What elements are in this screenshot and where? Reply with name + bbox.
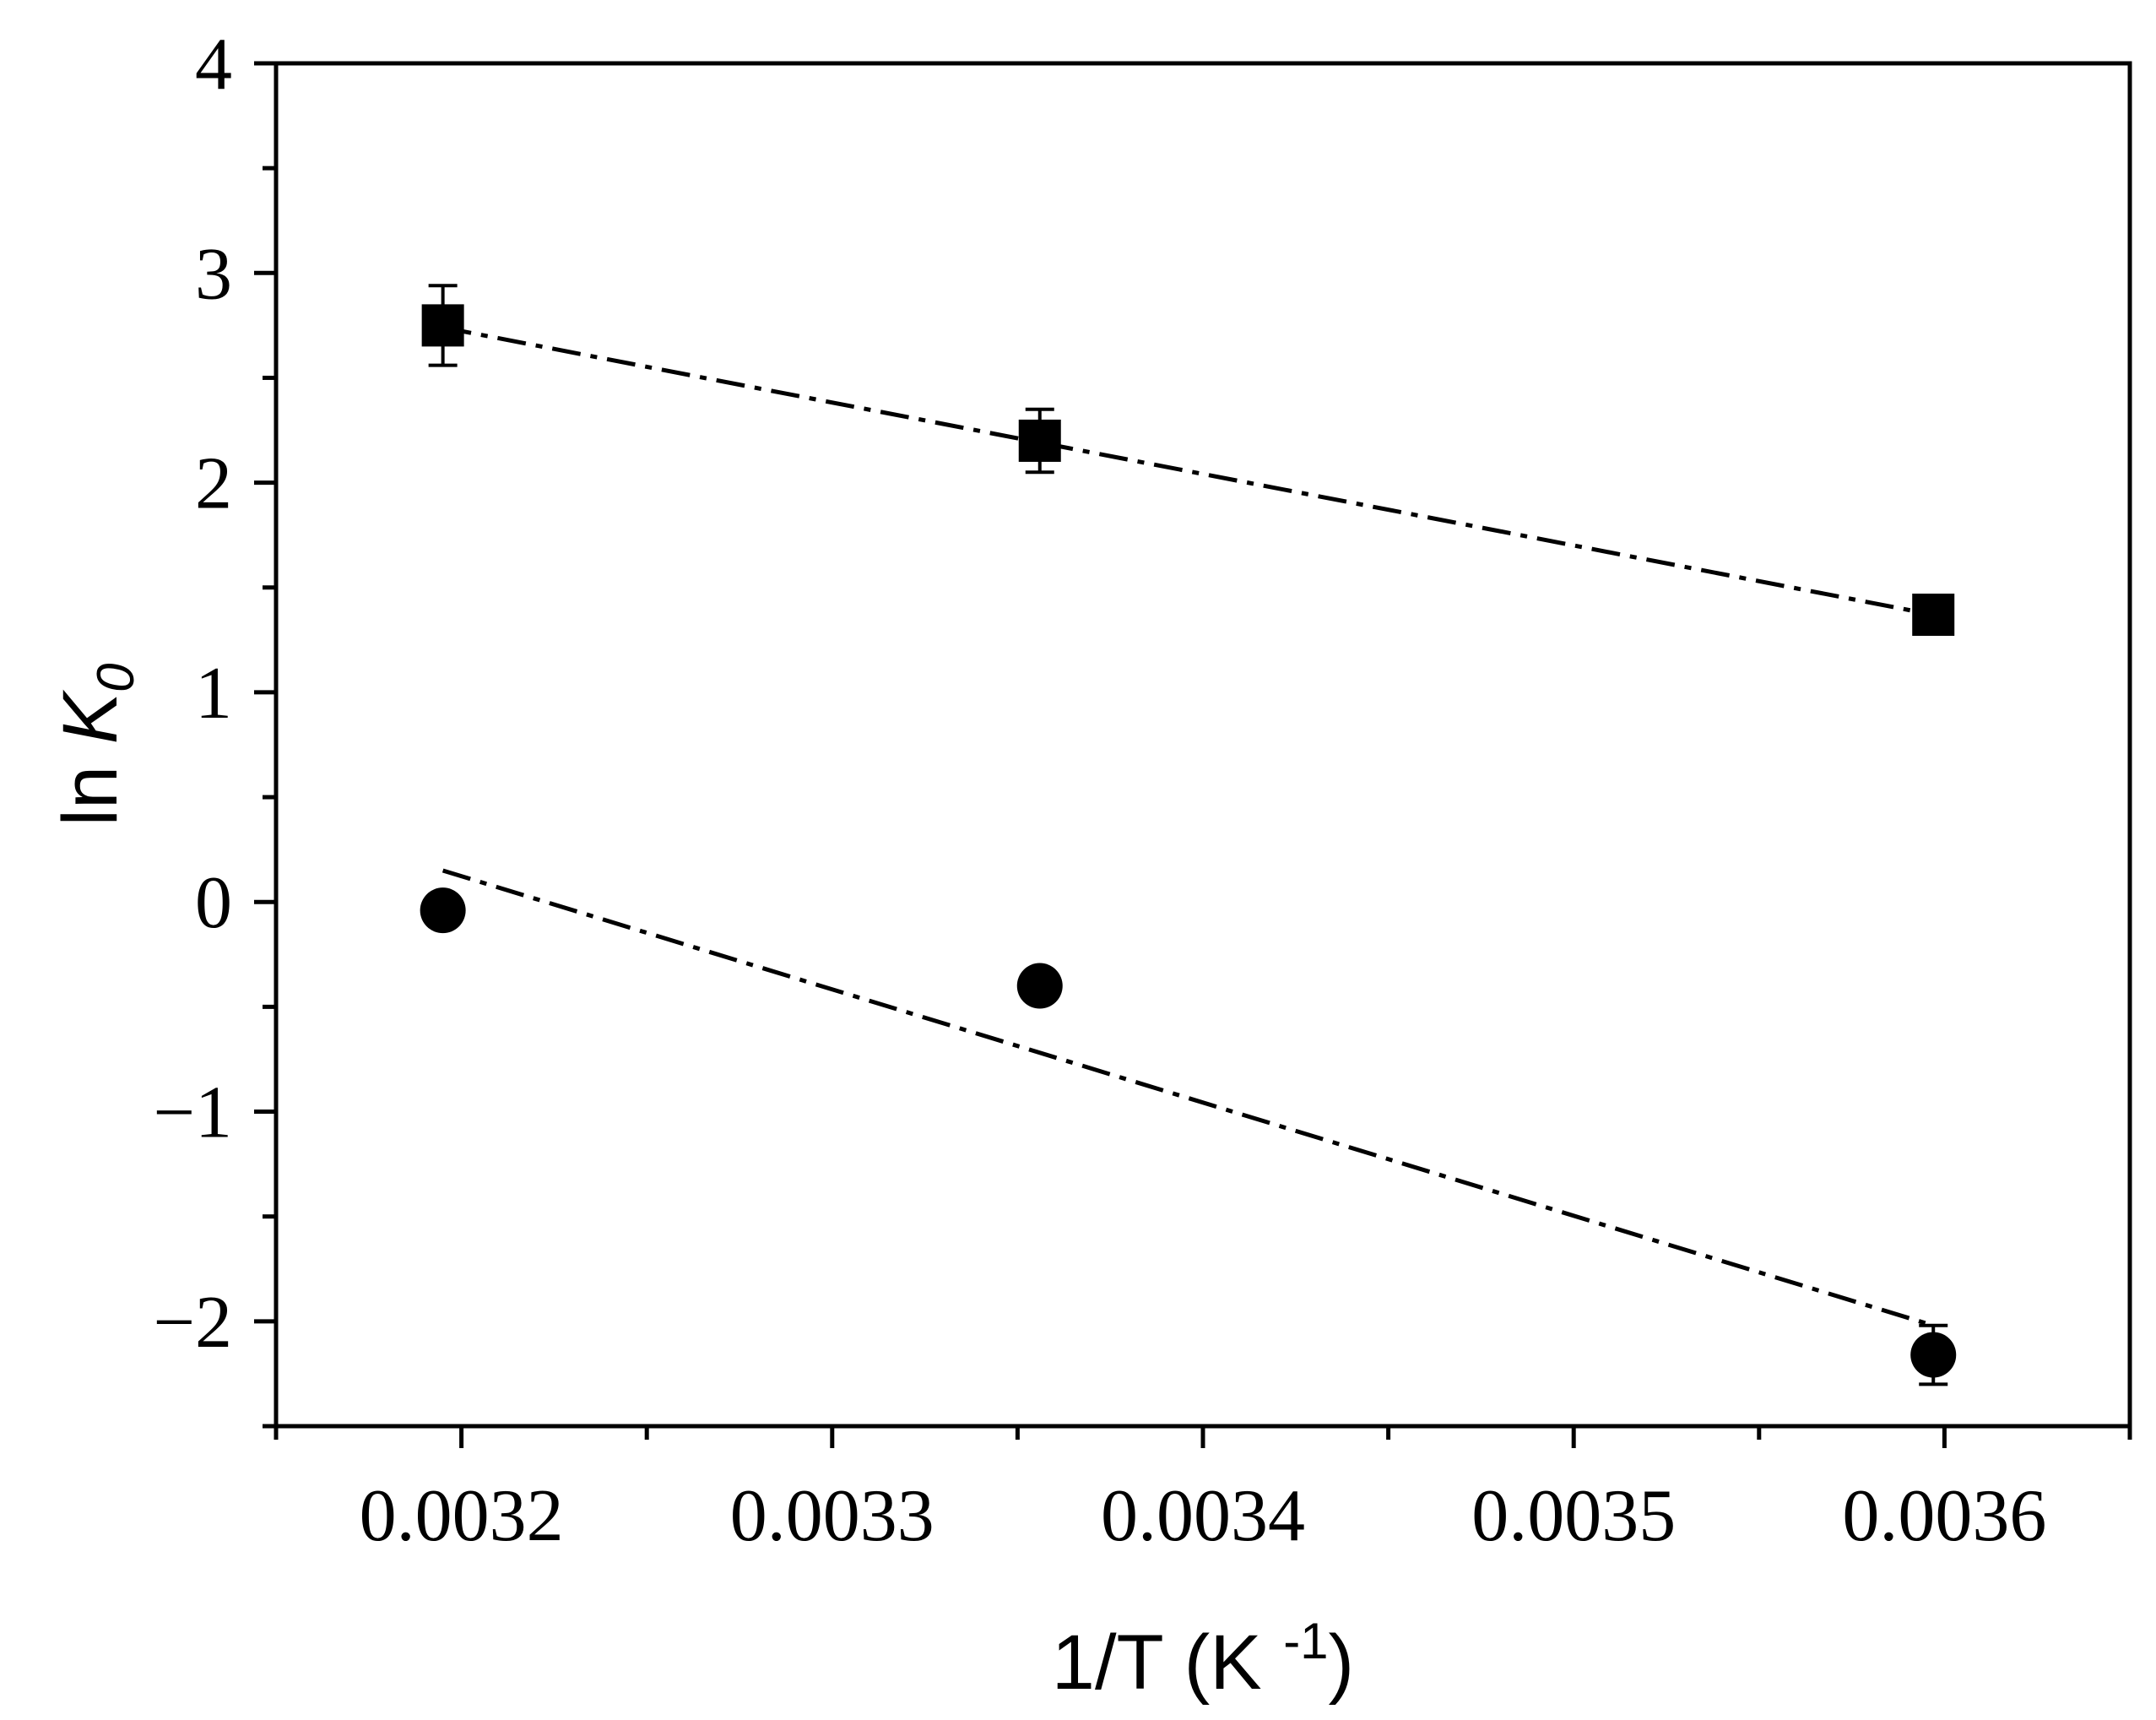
error-bars — [428, 284, 1948, 1386]
y-tick-label: 1 — [195, 653, 232, 735]
y-tick-label: 2 — [195, 443, 232, 525]
point-square — [421, 304, 464, 347]
point-square — [1018, 419, 1061, 462]
x-tick-label: 0.0034 — [1101, 1475, 1305, 1557]
y-axis-title-prefix: ln — [47, 744, 133, 826]
y-axis-title-subscript: 0 — [87, 663, 145, 692]
y-tick-label: 4 — [195, 24, 232, 106]
point-square — [1912, 594, 1955, 637]
point-circle — [1016, 963, 1063, 1009]
y-axis-title-var: K — [47, 689, 133, 744]
fit-line-circles — [441, 868, 1934, 1328]
x-axis-title: 1/T (K -1) — [1052, 1613, 1354, 1706]
y-tick-label: 0 — [195, 862, 232, 944]
x-tick-label: 0.0035 — [1471, 1475, 1676, 1557]
x-axis-title-superscript: -1 — [1283, 1613, 1328, 1669]
x-axis-title-close: ) — [1329, 1620, 1355, 1706]
x-tick-label: 0.0032 — [360, 1475, 564, 1557]
y-axis-title: ln K0 — [47, 663, 145, 826]
x-tick-label: 0.0033 — [730, 1475, 934, 1557]
point-circle — [1910, 1332, 1957, 1378]
x-tick-label: 0.0036 — [1842, 1475, 2046, 1557]
fit-line-squares — [442, 325, 1934, 617]
y-tick-label: 3 — [195, 233, 232, 315]
plot-frame — [274, 61, 2132, 1429]
ticks: 0.0032 0.0033 0.0034 0.0035 0.0036 −2 −1 0 1 2 3 4 — [153, 24, 2132, 1557]
data-points — [420, 304, 1957, 1378]
y-tick-label: −2 — [153, 1282, 232, 1364]
x-axis-title-main: 1/T (K — [1052, 1620, 1283, 1706]
point-circle — [420, 887, 466, 934]
fit-lines — [441, 325, 1934, 1328]
y-tick-label: −1 — [153, 1072, 232, 1154]
